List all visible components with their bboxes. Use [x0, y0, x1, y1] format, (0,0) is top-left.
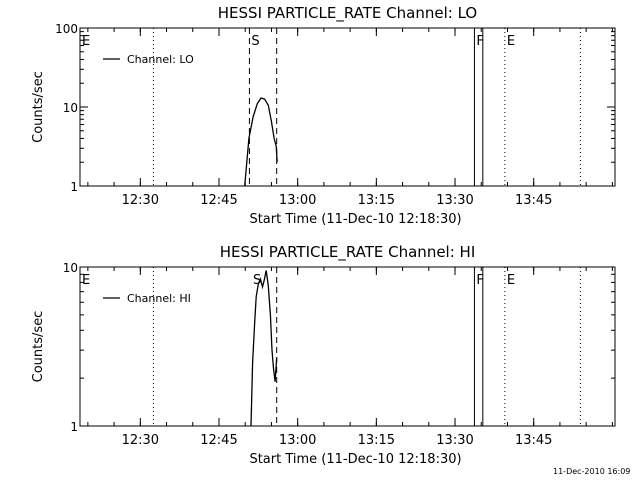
event-label: E — [82, 273, 90, 288]
y-tick-label: 1 — [70, 180, 78, 194]
x-tick-label: 13:15 — [358, 193, 395, 208]
plot-frame — [79, 266, 616, 427]
x-tick-label: 12:45 — [200, 433, 237, 448]
x-axis-label: Start Time (11-Dec-10 12:18:30) — [249, 452, 461, 467]
data-series-line — [244, 97, 278, 187]
event-label: E — [507, 273, 515, 288]
x-tick-label: 13:30 — [436, 433, 473, 448]
x-tick-label: 12:30 — [122, 193, 159, 208]
x-tick-label: 13:45 — [515, 193, 552, 208]
event-label: S — [253, 273, 261, 288]
data-series-line — [250, 270, 278, 427]
footer-timestamp: 11-Dec-2010 16:09 — [553, 467, 630, 476]
x-tick-label: 13:00 — [279, 433, 316, 448]
y-tick-label: 10 — [63, 261, 78, 275]
legend-label: Channel: HI — [127, 292, 191, 305]
plot-panel-2: HESSI PARTICLE_RATE Channel: HI 12:30 12:4… — [31, 243, 616, 467]
x-axis-label: Start Time (11-Dec-10 12:18:30) — [249, 212, 461, 227]
event-label: F — [476, 34, 483, 49]
plot-frame — [79, 27, 616, 187]
plot-panel-1: HESSI PARTICLE_RATE Channel: LO 12:30 12:4… — [31, 4, 616, 227]
y-tick-label: 10 — [63, 101, 78, 115]
legend-label: Channel: LO — [127, 53, 194, 66]
x-tick-label: 13:00 — [279, 193, 316, 208]
y-axis-label: Counts/sec — [31, 311, 46, 383]
y-tick-label: 1 — [70, 420, 78, 434]
chart-title: HESSI PARTICLE_RATE Channel: LO — [218, 4, 477, 23]
x-tick-label: 12:45 — [200, 193, 237, 208]
y-tick-label: 100 — [55, 22, 78, 36]
event-label: F — [476, 273, 483, 288]
event-label: S — [251, 34, 259, 49]
y-axis-label: Counts/sec — [31, 71, 46, 143]
event-label: E — [82, 34, 90, 49]
x-tick-label: 12:30 — [122, 433, 159, 448]
chart-title: HESSI PARTICLE_RATE Channel: HI — [220, 243, 476, 262]
x-tick-label: 13:30 — [436, 193, 473, 208]
x-tick-label: 13:45 — [515, 433, 552, 448]
x-tick-label: 13:15 — [358, 433, 395, 448]
event-label: E — [507, 34, 515, 49]
